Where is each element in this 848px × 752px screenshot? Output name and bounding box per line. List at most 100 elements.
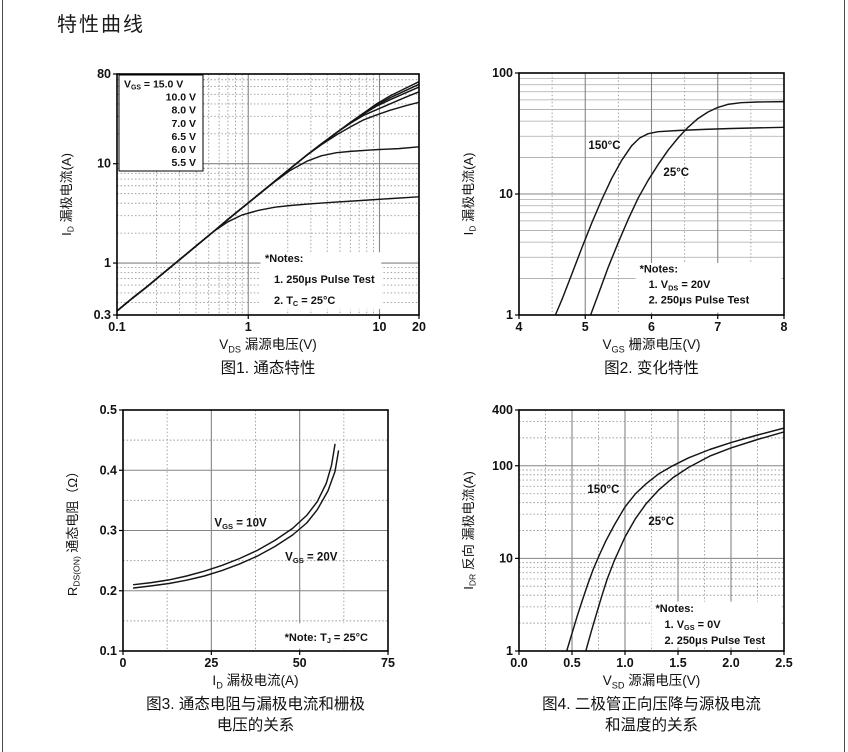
x-tick-label: 10: [373, 320, 387, 332]
figure-2-transfer-characteristics: *Notes: 1. VDS = 20V 2. 250μs Pulse Test 15…: [459, 62, 799, 380]
curve-label: VGS = 10V: [214, 518, 267, 531]
y-axis-label: IDR 反向 漏极电流(A): [461, 471, 478, 590]
note-line: *Notes:: [265, 253, 304, 265]
chart-canvas-fig4: *Notes: 1. VGS = 0V 2. 250μs Pulse Test 150…: [461, 403, 793, 668]
y-tick-label: 0.3: [100, 524, 117, 538]
y-tick-label: 100: [492, 66, 513, 80]
curve-label: 25°C: [648, 516, 674, 528]
y-tick-label: 10: [499, 551, 513, 565]
x-axis-label: VSD 源漏电压(V): [602, 673, 701, 691]
note-line: 1. 250μs Pulse Test: [274, 274, 375, 286]
note-line: *Notes:: [655, 603, 694, 615]
y-tick-label: 10: [97, 157, 111, 171]
y-tick-label: 80: [97, 67, 111, 81]
figure-1-output-characteristics: *Notes: 1. 250μs Pulse Test 2. TC = 25°C VG…: [55, 62, 435, 380]
series-VGS=10V: [132, 443, 336, 586]
y-tick-label: 0.4: [100, 463, 117, 477]
series-group: [117, 80, 419, 312]
curve-label: 150°C: [588, 140, 620, 152]
x-tick-label: 7: [714, 320, 721, 332]
series-group: [565, 427, 784, 651]
x-tick-label: 0.1: [108, 320, 125, 332]
series-25C: [589, 100, 784, 315]
x-axis-label: VGS 栅源电压(V): [602, 337, 701, 355]
notes-box: [260, 252, 382, 309]
legend-box: [118, 74, 204, 172]
curve-label: VGS = 20V: [285, 552, 338, 565]
figure-caption: 图2. 变化特性: [604, 359, 699, 377]
grid: [519, 410, 784, 651]
y-axis-label: ID 漏极电流(A): [461, 153, 478, 236]
note-line: 1. VDS = 20V: [649, 279, 711, 292]
notes-box: [635, 262, 782, 313]
x-tick-label: 0.5: [563, 656, 580, 668]
x-tick-label: 6: [648, 320, 655, 332]
figure-caption: 图1. 通态特性: [220, 359, 316, 377]
figure-caption: 图3. 通态电阻与漏极电流和栅极 电压的关系: [146, 695, 365, 734]
x-tick-label: 2.5: [775, 656, 792, 668]
x-tick-label: 4: [516, 320, 523, 332]
y-tick-label: 1: [506, 308, 513, 322]
y-axis-label: RDS(ON) 通态电阻（Ω）: [65, 465, 82, 596]
x-tick-label: 25: [204, 656, 218, 668]
curve-label: 150°C: [587, 484, 619, 496]
legend-entry: 5.5 V: [171, 157, 196, 169]
y-axis-label: ID 漏极电流(A): [59, 153, 76, 236]
series-VGS=20V: [132, 450, 340, 589]
figure-3-rdson-vs-current: *Note: TJ = 25°C VGS = 10V VGS = 20V 0 25 50 7…: [61, 398, 401, 737]
note-line: 2. TC = 25°C: [274, 295, 335, 308]
x-tick-label: 8: [781, 320, 788, 332]
x-tick-label: 5: [582, 320, 589, 332]
series-150C: [554, 126, 784, 315]
chart-canvas-fig1: *Notes: 1. 250μs Pulse Test 2. TC = 25°C VG…: [59, 67, 426, 332]
curve-label: 25°C: [663, 167, 689, 179]
page-title: 特性曲线: [57, 14, 145, 36]
series-150C: [565, 427, 784, 651]
plot-frame: [116, 73, 420, 316]
note-line: 2. 250μs Pulse Test: [664, 635, 765, 647]
figure-caption: 图4. 二极管正向压降与源极电流 和温度的关系: [542, 695, 761, 734]
y-tick-label: 400: [492, 403, 513, 417]
x-tick-label: 1: [245, 320, 252, 332]
note-line: 1. VGS = 0V: [664, 619, 721, 632]
grid: [123, 410, 388, 651]
page-border-right: [844, 0, 845, 752]
y-tick-label: 0.5: [100, 403, 117, 417]
series-VGS=5.5V: [117, 196, 419, 312]
x-axis-label: ID 漏极电流(A): [212, 673, 299, 691]
x-tick-label: 50: [293, 656, 307, 668]
y-tick-label: 0.3: [94, 308, 111, 322]
x-tick-label: 0: [120, 656, 127, 668]
x-tick-label: 0.0: [510, 656, 527, 668]
plot-frame: [518, 409, 785, 652]
legend-entry: 6.5 V: [171, 131, 196, 143]
note-line: *Note: TJ = 25°C: [285, 632, 368, 645]
page-border-left: [2, 0, 3, 752]
series-group: [554, 100, 784, 315]
y-tick-label: 1: [104, 256, 111, 270]
y-tick-label: 1: [506, 644, 513, 658]
legend-entry: 8.0 V: [171, 105, 196, 117]
legend-entry: 6.0 V: [171, 144, 196, 156]
x-tick-label: 1.0: [616, 656, 633, 668]
x-tick-label: 20: [412, 320, 426, 332]
notes-box: [280, 623, 385, 649]
x-axis-label: VDS 漏源电压(V): [219, 337, 317, 355]
legend-entry: VGS = 15.0 V: [124, 79, 183, 92]
notes-box: [651, 601, 782, 648]
chart-canvas-fig3: *Note: TJ = 25°C VGS = 10V VGS = 20V 0 25 50 7…: [65, 403, 395, 668]
y-tick-label: 0.2: [100, 584, 117, 598]
x-tick-label: 2.0: [722, 656, 739, 668]
x-tick-label: 75: [381, 656, 395, 668]
series-25C: [585, 431, 784, 651]
x-tick-label: 1.5: [669, 656, 686, 668]
note-line: *Notes:: [640, 264, 679, 276]
legend-entry: 10.0 V: [166, 92, 196, 104]
legend-entry: 7.0 V: [171, 118, 196, 130]
y-tick-label: 10: [499, 187, 513, 201]
figure-4-diode-forward-voltage: *Notes: 1. VGS = 0V 2. 250μs Pulse Test 150…: [459, 398, 799, 737]
y-tick-label: 100: [492, 459, 513, 473]
y-tick-label: 0.1: [100, 644, 117, 658]
